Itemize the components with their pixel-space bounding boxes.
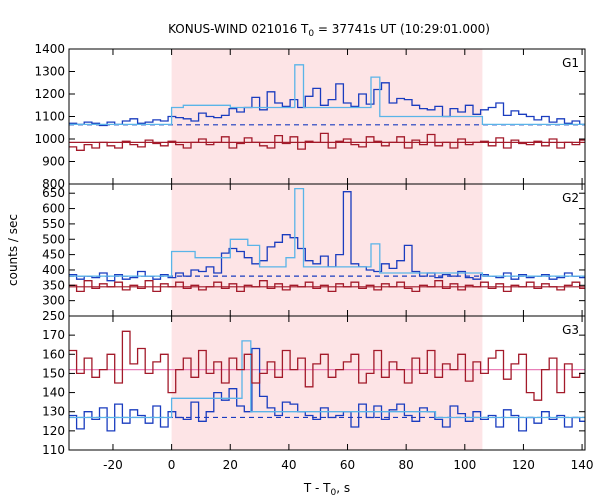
x-tick-label: 120	[512, 458, 535, 472]
panel-g1: 800 900 1000 1100 1200 1300 1400 G1	[34, 42, 586, 191]
y-tick-label: 1400	[34, 42, 65, 56]
y-tick-label: 150	[42, 366, 65, 380]
highlight-interval	[171, 316, 483, 450]
panel-g3: 110 120 130 140 150 160 170 G3	[42, 315, 586, 457]
highlight-interval	[171, 184, 483, 316]
panel-frame	[68, 315, 586, 451]
y-tick-label: 300	[42, 294, 65, 308]
series-cyan	[69, 64, 585, 126]
y-tick-label: 120	[42, 424, 65, 438]
x-tick-label: 80	[399, 458, 414, 472]
series-blue	[69, 191, 585, 282]
x-tick-label: 20	[223, 458, 238, 472]
x-tick-label: 60	[340, 458, 355, 472]
y-tick-label: 900	[42, 155, 65, 169]
y-tick-label: 160	[42, 347, 65, 361]
y-tick-label: 130	[42, 405, 65, 419]
series-blue	[69, 82, 585, 127]
y-tick-label: 400	[42, 263, 65, 277]
y-tick-label: 650	[42, 186, 65, 200]
y-tick-label: 550	[42, 217, 65, 231]
x-tick-label: 140	[571, 458, 594, 472]
y-tick-label: 140	[42, 386, 65, 400]
y-tick-label: 450	[42, 248, 65, 262]
y-tick-label: 170	[42, 328, 65, 342]
y-axis-title: counts / sec	[6, 214, 20, 286]
y-tick-label: 110	[42, 443, 65, 457]
series-red	[69, 132, 585, 151]
x-tick-label: 0	[168, 458, 176, 472]
y-tick-label: 250	[42, 309, 65, 323]
y-tick-label: 1300	[34, 65, 65, 79]
y-tick-label: 500	[42, 232, 65, 246]
panels-layer: 80090010001100120013001400G1250300350400…	[34, 42, 593, 472]
series-cyan	[69, 187, 585, 277]
series-cyan	[69, 340, 585, 419]
x-tick-label: 40	[281, 458, 296, 472]
x-axis-title: T - T0, s	[303, 481, 350, 498]
y-tick-label: 600	[42, 202, 65, 216]
series-red	[69, 280, 585, 293]
panel-label: G3	[562, 323, 579, 337]
series-blue	[69, 347, 585, 432]
y-tick-label: 1000	[34, 132, 65, 146]
panel-label: G1	[562, 56, 579, 70]
x-tick-label: -20	[103, 458, 123, 472]
chart-title: KONUS-WIND 021016 T0 = 37741s UT (10:29:…	[168, 22, 490, 39]
panel-label: G2	[562, 191, 579, 205]
y-tick-label: 800	[42, 177, 65, 191]
y-tick-label: 1100	[34, 110, 65, 124]
x-tick-label: 100	[453, 458, 476, 472]
y-tick-label: 350	[42, 278, 65, 292]
series-red	[69, 330, 585, 401]
y-tick-label: 1200	[34, 87, 65, 101]
